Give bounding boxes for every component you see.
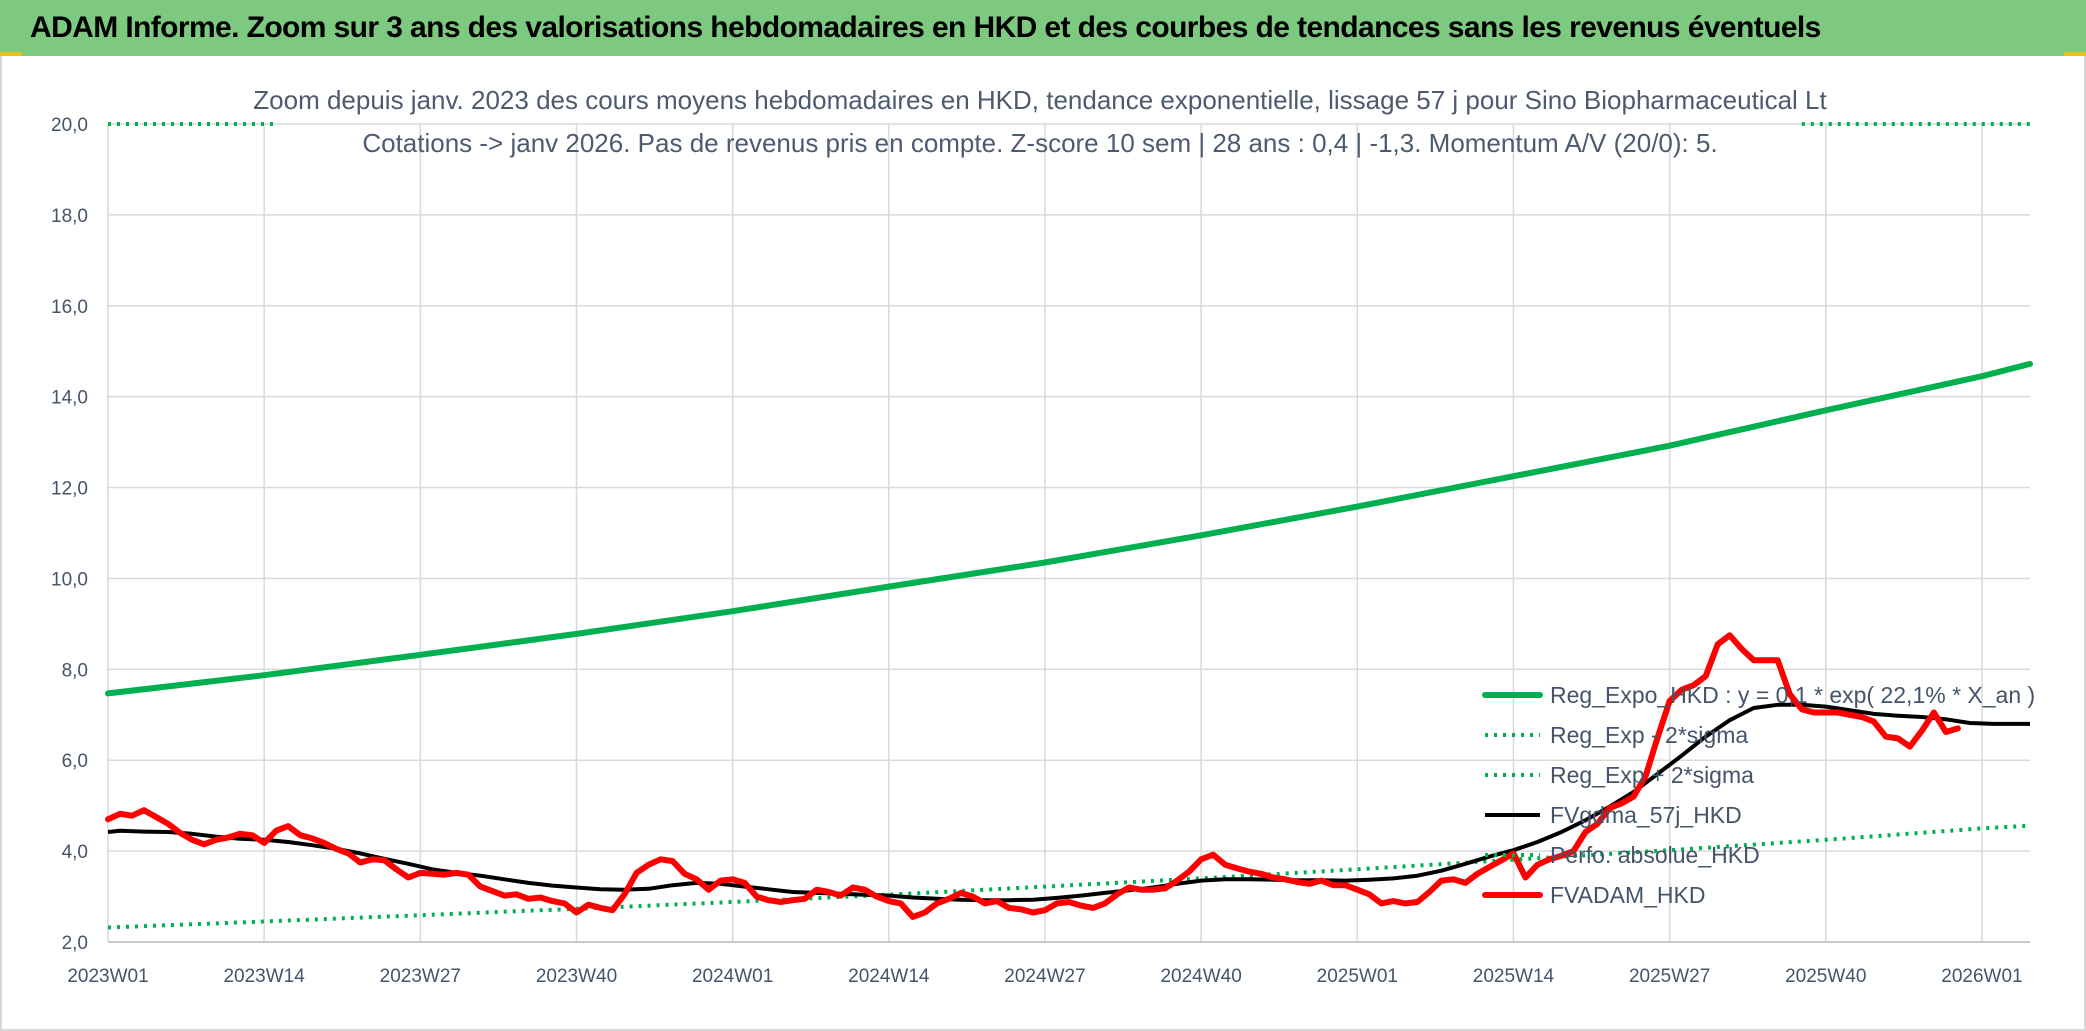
y-tick-label: 12,0	[51, 479, 88, 500]
x-tick-label: 2023W40	[536, 966, 617, 987]
x-tick-label: 2024W14	[848, 966, 930, 987]
series-line-reg-expo-hkd	[105, 360, 2033, 697]
x-tick-label: 2024W01	[692, 966, 773, 987]
legend-label: Reg_Exp - 2*sigma	[1550, 722, 1748, 748]
x-tick-label: 2024W27	[1004, 966, 1085, 987]
x-axis-ticks: 2023W01 2023W14 2023W27 2023W40 2024W01 2024W…	[67, 966, 2022, 987]
y-tick-label: 4,0	[62, 842, 88, 863]
chart-series	[105, 122, 2033, 930]
chart-title-line-2: Cotations -> janv 2026. Pas de revenus p…	[362, 128, 1717, 158]
y-tick-label: 10,0	[51, 569, 88, 590]
series-line-fvgdma-57j-hkd	[107, 702, 2030, 903]
chart-grid	[107, 123, 2030, 943]
x-tick-label: 2024W40	[1160, 966, 1241, 987]
x-tick-label: 2025W14	[1473, 966, 1555, 987]
y-axis-ticks: 2,0 4,0 6,0 8,0 10,0 12,0 14,0 16,0 18,0 20,0	[51, 115, 88, 954]
series-line-fvadam-hkd	[105, 632, 1961, 920]
banner-corner-right	[2064, 52, 2086, 56]
x-tick-label: 2023W01	[67, 966, 148, 987]
chart-title-line-1: Zoom depuis janv. 2023 des cours moyens …	[253, 85, 1827, 115]
y-tick-label: 2,0	[62, 933, 88, 954]
report-title: ADAM Informe. Zoom sur 3 ans des valoris…	[30, 11, 1821, 44]
y-tick-label: 18,0	[51, 206, 88, 227]
x-tick-label: 2026W01	[1941, 966, 2022, 987]
x-tick-label: 2025W40	[1785, 966, 1866, 987]
legend-label: FVgdma_57j_HKD	[1550, 802, 1742, 828]
legend-label: Perfo. absolue_HKD	[1550, 842, 1760, 868]
legend-label: Reg_Expo_HKD : y = 0,1 * exp( 22,1% * X_…	[1550, 682, 2035, 708]
y-tick-label: 8,0	[62, 660, 88, 681]
report-banner: ADAM Informe. Zoom sur 3 ans des valoris…	[0, 0, 2086, 56]
chart-legend: Reg_Expo_HKD : y = 0,1 * exp( 22,1% * X_…	[1482, 682, 2035, 908]
x-tick-label: 2023W14	[223, 966, 305, 987]
legend-label: FVADAM_HKD	[1550, 882, 1706, 908]
x-tick-label: 2025W27	[1629, 966, 1710, 987]
y-tick-label: 14,0	[51, 388, 88, 409]
x-tick-label: 2025W01	[1317, 966, 1398, 987]
y-tick-label: 16,0	[51, 297, 88, 318]
y-tick-label: 6,0	[62, 751, 88, 772]
y-tick-label: 20,0	[51, 115, 88, 136]
banner-corner-left	[0, 52, 22, 56]
legend-label: Reg_Exp + 2*sigma	[1550, 762, 1754, 788]
chart-frame	[0, 56, 2086, 1031]
series-line-reg-exp-2-sigma	[107, 823, 2031, 930]
x-tick-label: 2023W27	[380, 966, 461, 987]
